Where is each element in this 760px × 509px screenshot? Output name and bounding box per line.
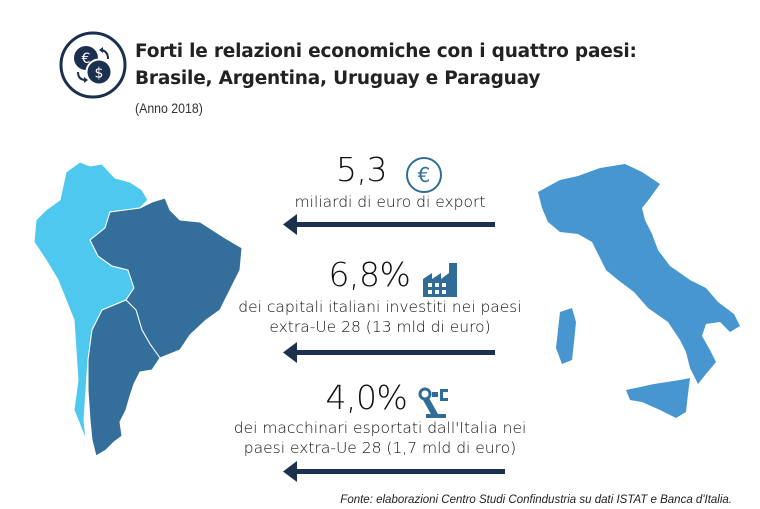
stat-description: dei macchinari esportati dall'Italia nei… xyxy=(230,418,530,458)
title-line-1: Forti le relazioni economiche con i quat… xyxy=(135,41,637,62)
source-note: Fonte: elaborazioni Centro Studi Confind… xyxy=(340,494,732,506)
arrow-left-icon xyxy=(283,212,498,238)
stat-value: 6,8% xyxy=(328,255,411,294)
svg-text:$: $ xyxy=(95,66,104,82)
description-line-1: dei capitali italiani investiti nei paes… xyxy=(238,298,522,316)
page-title: Forti le relazioni economiche con i quat… xyxy=(135,38,637,92)
description-line-2: extra-Ue 28 (13 mld di euro) xyxy=(269,318,491,336)
currency-exchange-icon: € $ xyxy=(58,30,128,100)
description-line-2: paesi extra-Ue 28 (1,7 mld di euro) xyxy=(243,439,517,457)
stat-value: 5,3 xyxy=(335,150,387,189)
description-line-1: dei macchinari esportati dall'Italia nei xyxy=(233,419,527,437)
euro-circle-icon: € xyxy=(404,155,444,199)
factory-icon xyxy=(421,261,461,303)
stat-description: miliardi di euro di export xyxy=(294,193,486,211)
stat-description: dei capitali italiani investiti nei paes… xyxy=(230,297,530,337)
arrow-left-icon xyxy=(283,340,498,366)
svg-text:€: € xyxy=(418,163,431,187)
south-america-map xyxy=(30,160,250,460)
stat-export: 5,3 € xyxy=(280,150,500,199)
robotic-arm-icon xyxy=(418,386,454,424)
stat-value: 4,0% xyxy=(325,378,408,417)
stat-investments: 6,8% xyxy=(300,255,490,303)
title-line-2: Brasile, Argentina, Uruguay e Paraguay xyxy=(135,68,541,89)
subtitle: (Anno 2018) xyxy=(135,100,203,116)
italy-map xyxy=(530,162,760,452)
arrow-left-icon xyxy=(283,459,508,485)
stat-machinery: 4,0% xyxy=(310,378,470,424)
svg-text:€: € xyxy=(82,51,91,67)
